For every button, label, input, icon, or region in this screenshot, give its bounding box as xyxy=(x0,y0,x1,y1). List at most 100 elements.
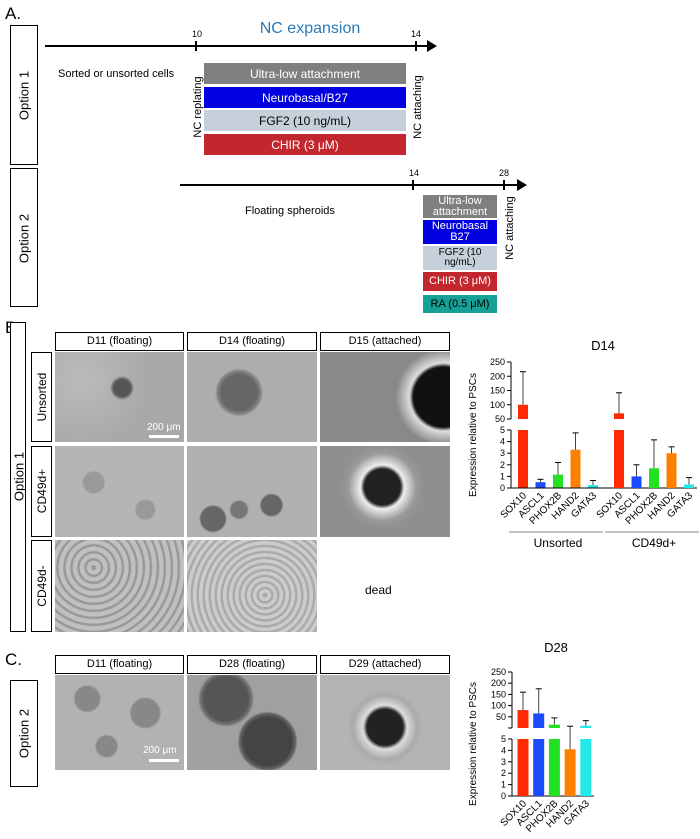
condition-chir: CHIR (3 μM) xyxy=(423,272,497,291)
bar xyxy=(614,413,624,419)
chart-title: D28 xyxy=(544,640,568,655)
bar xyxy=(535,482,546,488)
y-tick-label: 5 xyxy=(501,734,506,744)
option1-box: Option 1 xyxy=(10,25,38,165)
bar xyxy=(631,476,642,488)
y-tick-label: 5 xyxy=(500,425,505,435)
y-tick-label: 4 xyxy=(500,437,505,447)
row-label: CD49d- xyxy=(35,565,49,607)
condition-fgf2: FGF2 (10 ng/mL) xyxy=(423,246,497,270)
arrow-icon xyxy=(517,179,527,191)
y-tick-label: 2 xyxy=(500,460,505,470)
column-header: D15 (attached) xyxy=(320,332,450,351)
column-header: D29 (attached) xyxy=(320,655,450,674)
bar xyxy=(533,739,545,796)
bar xyxy=(517,710,529,728)
scale-bar-label: 200 μm xyxy=(143,745,177,756)
condition-ultra-low: Ultra-low attachment xyxy=(423,195,497,218)
condition-ra: RA (0.5 μM) xyxy=(423,295,497,313)
bar xyxy=(548,724,560,728)
option2-label: Option 2 xyxy=(16,708,32,759)
microscopy-image: 200 μm xyxy=(55,352,184,442)
condition-neurobasal: Neurobasal B27 xyxy=(423,220,497,244)
y-tick-label: 2 xyxy=(501,768,506,778)
y-tick-label: 0 xyxy=(501,791,506,801)
row-label: Unsorted xyxy=(35,372,49,422)
scale-bar xyxy=(149,435,179,438)
column-header: D11 (floating) xyxy=(55,655,184,674)
condition-chir: CHIR (3 μM) xyxy=(204,134,406,155)
condition-ultra-low: Ultra-low attachment xyxy=(204,63,406,84)
bar xyxy=(518,404,528,419)
y-tick-label: 250 xyxy=(491,667,506,677)
microscopy-image xyxy=(187,540,317,632)
bar xyxy=(518,430,528,488)
row-label-box: CD49d- xyxy=(31,540,52,632)
option1-timeline xyxy=(45,45,428,47)
option2-label: Option 2 xyxy=(16,213,32,264)
scale-bar-label: 200 μm xyxy=(147,422,181,433)
microscopy-image xyxy=(320,446,450,537)
option1-label: Option 1 xyxy=(16,70,32,121)
option1-box: Option 1 xyxy=(10,322,27,632)
microscopy-image xyxy=(55,540,184,632)
scale-bar xyxy=(149,759,179,762)
y-tick-label: 1 xyxy=(501,780,506,790)
y-tick-label: 100 xyxy=(491,701,506,711)
chart-title: D14 xyxy=(591,338,615,353)
nc-replating-label: NC replating xyxy=(192,76,204,138)
y-tick-label: 100 xyxy=(490,400,505,410)
bar xyxy=(614,430,624,488)
microscopy-image xyxy=(187,446,317,537)
nc-attaching-label: NC attaching xyxy=(504,196,516,260)
arrow-icon xyxy=(427,40,437,52)
group-label: Unsorted xyxy=(534,536,583,550)
panel-c-label: C. xyxy=(5,650,22,669)
microscopy-image xyxy=(320,675,450,770)
microscopy-image xyxy=(55,446,184,537)
cells-text: Sorted or unsorted cells xyxy=(58,68,175,80)
day-label: 14 xyxy=(409,168,420,178)
microscopy-image xyxy=(187,352,317,442)
timeline-tick xyxy=(415,41,417,51)
y-tick-label: 200 xyxy=(490,371,505,381)
day-label: 28 xyxy=(499,168,510,178)
timeline-tick xyxy=(412,180,414,190)
timeline-tick xyxy=(503,180,505,190)
option1-label: Option 1 xyxy=(11,451,27,502)
condition-fgf2: FGF2 (10 ng/mL) xyxy=(204,110,406,131)
bar xyxy=(548,739,560,796)
cells-text: Floating spheroids xyxy=(245,205,335,217)
y-tick-label: 3 xyxy=(501,757,506,767)
y-axis-label: Expression relative to PSCs xyxy=(468,373,479,497)
nc-attaching-label: NC attaching xyxy=(412,75,424,139)
bar xyxy=(553,474,563,488)
column-header: D28 (floating) xyxy=(187,655,317,674)
option2-timeline xyxy=(180,184,518,186)
bar xyxy=(580,725,592,728)
row-label-box: CD49d+ xyxy=(31,446,52,537)
y-tick-label: 200 xyxy=(491,678,506,688)
y-tick-label: 150 xyxy=(490,386,505,396)
row-label-box: Unsorted xyxy=(31,352,52,442)
column-header: D11 (floating) xyxy=(55,332,184,351)
timeline-tick xyxy=(195,41,197,51)
panel-a-label: A. xyxy=(5,4,22,23)
y-tick-label: 1 xyxy=(500,471,505,481)
day-label: 10 xyxy=(192,29,203,39)
nc-expansion-title: NC expansion xyxy=(259,20,361,37)
option2-box: Option 2 xyxy=(10,680,38,787)
bar xyxy=(588,485,598,488)
option2-box: Option 2 xyxy=(10,168,38,307)
dead-label: dead xyxy=(365,583,392,597)
bar xyxy=(564,749,576,796)
y-tick-label: 4 xyxy=(501,745,506,755)
day-label: 14 xyxy=(411,29,422,39)
bar xyxy=(533,713,545,728)
microscopy-image xyxy=(320,352,450,442)
bar xyxy=(666,453,677,488)
microscopy-image: 200 μm xyxy=(55,675,184,770)
column-header: D14 (floating) xyxy=(187,332,317,351)
